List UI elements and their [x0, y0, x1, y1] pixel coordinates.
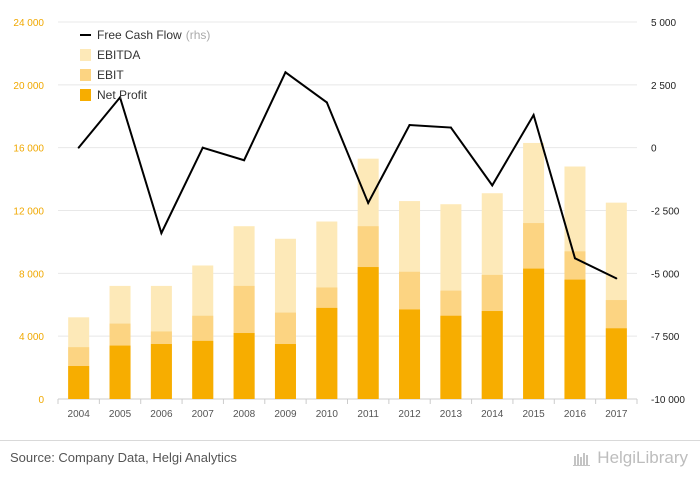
free-cash-flow-point [408, 124, 411, 127]
free-cash-flow-point [573, 257, 576, 260]
left-axis-tick-label: 4 000 [19, 332, 44, 343]
net-profit-bar [481, 311, 503, 399]
left-axis-tick-label: 24 000 [13, 18, 44, 29]
chart: 0 4 000 8 000 12 000 16 000 20 000 24 000 -10 0… [13, 18, 685, 420]
x-axis-tick-label: 2013 [440, 409, 463, 420]
net-profit-bar [109, 345, 131, 399]
legend-rhs-suffix: (rhs) [186, 28, 211, 42]
bars [68, 142, 627, 399]
legend-swatch-ebitda [80, 49, 91, 61]
right-axis-tick-label: -10 000 [651, 395, 685, 406]
brand-name: HelgiLibrary [597, 448, 688, 467]
net-profit-bar [68, 366, 90, 399]
free-cash-flow-line [77, 70, 618, 280]
free-cash-flow-point [491, 184, 494, 187]
source-note: Source: Company Data, Helgi Analytics [10, 450, 237, 465]
left-axis-tick-label: 0 [38, 395, 44, 406]
x-axis-tick-label: 2014 [481, 409, 504, 420]
library-icon [573, 453, 591, 466]
legend-swatch-net-profit [80, 89, 91, 101]
net-profit-bar [233, 333, 255, 399]
left-axis-tick-label: 20 000 [13, 81, 44, 92]
free-cash-flow-point [325, 101, 328, 104]
free-cash-flow-point [119, 96, 122, 99]
legend-label-net-profit: Net Profit [97, 88, 148, 102]
left-axis-tick-label: 8 000 [19, 269, 44, 280]
free-cash-flow-point [615, 277, 618, 280]
right-axis-tick-label: 0 [651, 144, 657, 155]
right-axis-tick-label: 5 000 [651, 18, 676, 29]
free-cash-flow-polyline [77, 70, 617, 280]
legend-label-ebitda: EBITDA [97, 48, 140, 62]
net-profit-bar [192, 340, 214, 399]
free-cash-flow-point [77, 146, 80, 149]
net-profit-bar [316, 307, 338, 399]
footer-divider [0, 440, 700, 441]
gridlines [58, 21, 637, 400]
right-axis-tick-label: 2 500 [651, 81, 676, 92]
x-axis-tick-label: 2007 [192, 409, 215, 420]
x-axis-tick-label: 2008 [233, 409, 256, 420]
legend-swatch-ebit [80, 69, 91, 81]
free-cash-flow-point [367, 201, 370, 204]
x-axis-tick-label: 2009 [274, 409, 297, 420]
net-profit-bar [440, 315, 462, 399]
net-profit-bar [274, 344, 296, 399]
net-profit-bar [399, 309, 421, 399]
x-axis-tick-label: 2016 [564, 409, 587, 420]
x-axis-tick-label: 2006 [150, 409, 173, 420]
net-profit-bar [150, 344, 172, 399]
free-cash-flow-point [160, 232, 163, 235]
x-axis-tick-label: 2004 [68, 409, 91, 420]
legend-label-free-cash-flow: Free Cash Flow (rhs) [97, 28, 210, 42]
free-cash-flow-point [532, 113, 535, 116]
free-cash-flow-point [284, 71, 287, 74]
left-axis-tick-label: 16 000 [13, 144, 44, 155]
brand-logo[interactable]: HelgiLibrary [573, 448, 688, 468]
free-cash-flow-point [201, 146, 204, 149]
legend: Free Cash Flow (rhs) EBITDA EBIT Net Profit [80, 28, 210, 102]
x-axis-tick-label: 2017 [605, 409, 628, 420]
x-axis-tick-label: 2010 [316, 409, 339, 420]
x-axis-tick-label: 2015 [522, 409, 545, 420]
x-axis-tick-label: 2011 [357, 409, 379, 420]
left-axis-tick-label: 12 000 [13, 207, 44, 218]
right-axis-tick-label: -7 500 [651, 332, 680, 343]
free-cash-flow-point [449, 126, 452, 129]
net-profit-bar [357, 267, 379, 399]
axes: 0 4 000 8 000 12 000 16 000 20 000 24 000 -10 0… [13, 18, 685, 420]
legend-label-ebit: EBIT [97, 68, 124, 82]
x-axis-tick-label: 2005 [109, 409, 132, 420]
net-profit-bar [564, 279, 586, 399]
net-profit-bar [605, 328, 627, 399]
right-axis-tick-label: -2 500 [651, 207, 680, 218]
right-axis-tick-label: -5 000 [651, 269, 680, 280]
free-cash-flow-point [243, 159, 246, 162]
net-profit-bar [523, 268, 545, 399]
x-axis-tick-label: 2012 [398, 409, 421, 420]
